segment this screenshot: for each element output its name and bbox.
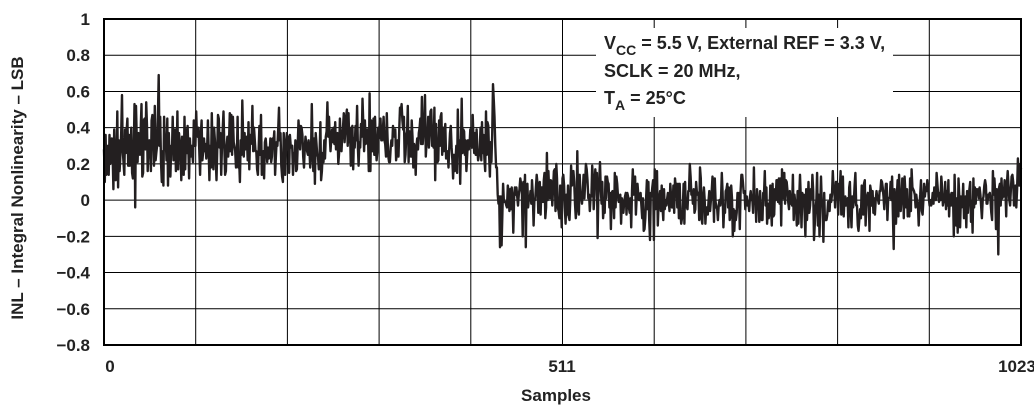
- y-tick-labels: 1 0.8 0.6 0.4 0.2 0 −0.2 −0.4 −0.6 −0.8: [56, 10, 90, 355]
- y-tick-label: −0.2: [56, 227, 90, 246]
- annotation-line-3: TA = 25°C: [604, 85, 885, 113]
- x-tick-label: 1023: [998, 357, 1034, 376]
- x-axis-title: Samples: [521, 386, 591, 405]
- y-tick-label: 0.2: [66, 155, 90, 174]
- annotation-line-2: SCLK = 20 MHz,: [604, 61, 741, 81]
- y-tick-label: 0.8: [66, 46, 90, 65]
- y-tick-label: 1: [81, 10, 90, 29]
- x-tick-label: 0: [105, 357, 114, 376]
- inl-series-line: [102, 73, 1023, 256]
- test-conditions-annotation: VCC = 5.5 V, External REF = 3.3 V, SCLK …: [596, 28, 894, 117]
- y-axis-title: INL – Integral Nonlinearity – LSB: [8, 56, 27, 319]
- x-tick-label: 511: [548, 357, 575, 376]
- annotation-ta-subscript: A: [615, 97, 626, 113]
- y-tick-label: 0.4: [66, 119, 90, 138]
- annotation-vcc-subscript: CC: [616, 42, 637, 58]
- inl-series: [102, 73, 1023, 256]
- x-tick-labels: 0 511 1023: [105, 357, 1034, 376]
- annotation-ta-symbol: T: [604, 88, 615, 108]
- y-tick-label: −0.6: [56, 300, 90, 319]
- annotation-vcc-symbol: V: [604, 33, 617, 53]
- annotation-vcc-text: = 5.5 V, External REF = 3.3 V,: [636, 33, 886, 53]
- annotation-ta-text: = 25°C: [625, 88, 686, 108]
- y-tick-label: 0: [81, 191, 90, 210]
- plot-frame: [103, 18, 1022, 346]
- annotation-line-1: VCC = 5.5 V, External REF = 3.3 V,: [604, 30, 885, 58]
- y-tick-label: −0.8: [56, 336, 90, 355]
- y-tick-label: −0.4: [56, 264, 90, 283]
- y-tick-label: 0.6: [66, 82, 90, 101]
